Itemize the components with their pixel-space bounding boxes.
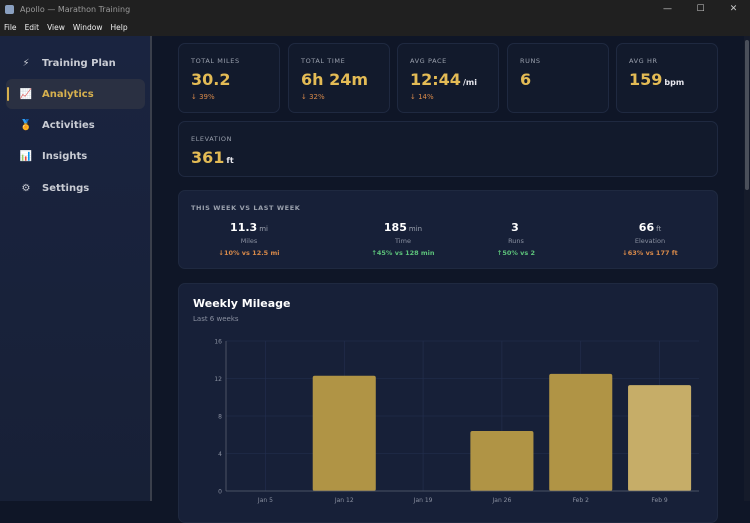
week-comparison-card: THIS WEEK VS LAST WEEK 11.3 mi Miles ↓10%… [178,190,718,269]
window-title: Apollo — Marathon Training [20,4,131,14]
sidebar-item-insights[interactable]: 📊 Insights [6,142,145,172]
sidebar-item-analytics[interactable]: 📈 Analytics [6,79,145,110]
stat-value: 6h 24m [301,70,369,89]
menu-view[interactable]: View [47,22,65,32]
sidebar-item-activities[interactable]: 🏅 Activities [6,111,145,141]
bar [312,375,376,491]
comparison-value: 185 min [383,221,423,234]
comparison-title: THIS WEEK VS LAST WEEK [191,204,301,212]
menu-help[interactable]: Help [110,22,128,32]
minimize-button[interactable]: — [663,4,672,14]
stat-value: 30.2 [191,70,231,89]
comparison-delta: ↑45% vs 128 min [371,249,435,257]
stat-label: AVG HR [629,57,658,65]
stat-change: ↓ 32% [301,93,325,101]
gear-icon: ⚙ [21,182,31,194]
comparison-label: Miles [240,237,258,245]
stat-label: TOTAL TIME [301,57,346,65]
comparison-value: 3 [511,221,519,234]
comparison-label: Runs [508,237,524,245]
title-bar: Apollo — Marathon Training — ☐ ✕ [0,0,750,18]
y-tick-label: 0 [218,489,222,496]
stat-label: RUNS [520,57,541,65]
bar [470,431,534,491]
comparison-label: Elevation [634,237,666,245]
y-tick-label: 12 [214,376,222,383]
stat-value: 159 bpm [629,70,685,89]
chart-subtitle: Last 6 weeks [193,315,239,323]
sidebar: ⚡ Training Plan 📈 Analytics 🏅 Activities 📊 Insi… [0,36,152,501]
close-button[interactable]: ✕ [729,4,738,14]
sidebar-item-label: Settings [42,182,90,194]
sidebar-item-settings[interactable]: ⚙ Settings [6,173,145,203]
comparison-delta: ↓10% vs 12.5 mi [218,249,280,257]
stat-change: ↓ 14% [410,93,434,101]
sidebar-item-label: Activities [42,120,95,132]
stat-card-runs: RUNS 6 [507,43,609,113]
main-content: TOTAL MILES 30.2 ↓ 39% TOTAL TIME 6h 24m … [152,36,744,523]
comparison-item: 11.3 mi Miles ↓10% vs 12.5 mi [184,221,314,257]
y-tick-label: 8 [218,414,222,421]
bar [549,373,613,491]
comparison-item: 66 ft Elevation ↓63% vs 177 ft [585,221,715,257]
stat-card-avg-hr: AVG HR 159 bpm [616,43,718,113]
stat-value: 361 ft [191,148,234,167]
bar [628,385,692,491]
stat-label: ELEVATION [191,135,233,143]
menu-bar: File Edit View Window Help [0,18,750,36]
weekly-mileage-card: Weekly Mileage Last 6 weeks 0 4 8 12 16 Jan 5… [178,283,718,523]
bar-chart-icon: 📊 [19,151,33,163]
stat-change: ↓ 39% [191,93,215,101]
scrollbar[interactable] [744,36,750,501]
comparison-value: 11.3 mi [230,221,268,234]
y-tick-label: 4 [218,451,222,458]
comparison-delta: ↑50% vs 2 [496,249,536,257]
sidebar-item-label: Insights [42,151,88,163]
comparison-label: Time [395,237,411,245]
app-icon [5,4,14,14]
stat-label: TOTAL MILES [191,57,240,65]
chart-title: Weekly Mileage [193,297,291,310]
stat-card-avg-pace: AVG PACE 12:44/mi ↓ 14% [397,43,499,113]
comparison-delta: ↓63% vs 177 ft [622,249,678,257]
sidebar-item-label: Training Plan [42,57,116,69]
stat-card-elevation: ELEVATION 361 ft [178,121,718,177]
scrollbar-thumb[interactable] [745,40,749,190]
maximize-button[interactable]: ☐ [696,4,705,14]
comparison-item: 3 Runs ↑50% vs 2 [451,221,581,257]
menu-edit[interactable]: Edit [24,22,40,32]
stat-card-total-time: TOTAL TIME 6h 24m ↓ 32% [288,43,390,113]
y-tick-label: 16 [214,339,222,346]
medal-icon: 🏅 [19,120,33,132]
sidebar-item-label: Analytics [42,88,94,100]
comparison-item: 185 min Time ↑45% vs 128 min [338,221,468,257]
stat-card-total-miles: TOTAL MILES 30.2 ↓ 39% [178,43,280,113]
stat-value: 6 [520,70,532,89]
sidebar-item-training-plan[interactable]: ⚡ Training Plan [6,48,145,78]
comparison-value: 66 ft [638,221,662,234]
stat-label: AVG PACE [410,57,447,65]
chart-icon: 📈 [19,88,33,100]
menu-window[interactable]: Window [72,22,103,32]
stat-value: 12:44/mi [410,70,477,89]
menu-file[interactable]: File [4,22,17,32]
lightning-icon: ⚡ [22,57,30,69]
